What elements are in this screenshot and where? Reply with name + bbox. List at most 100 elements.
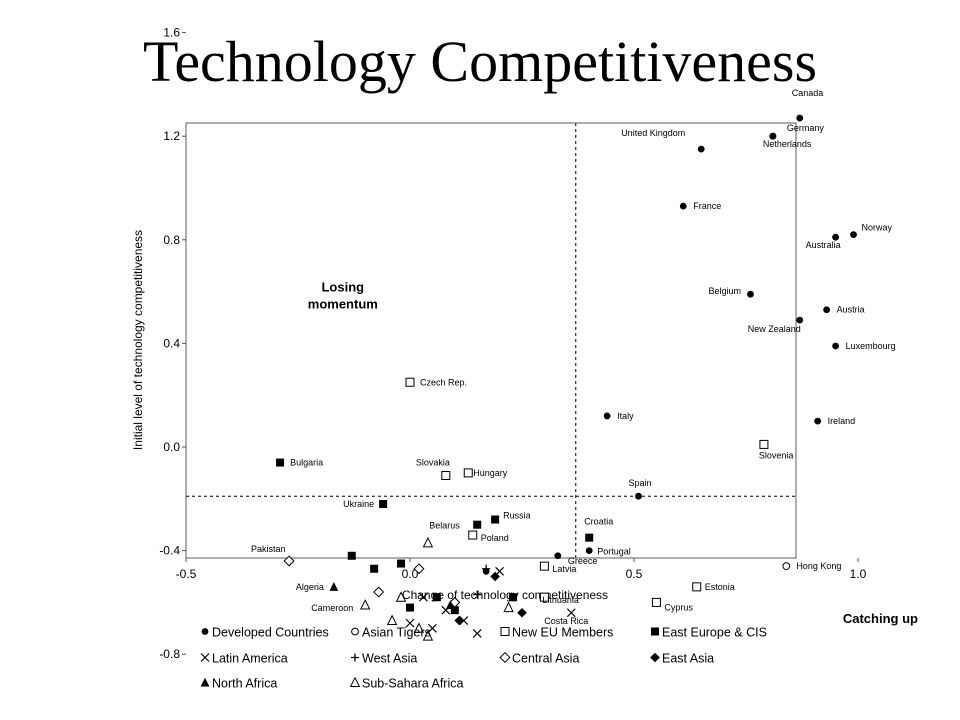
point-label: Estonia xyxy=(705,582,735,592)
data-point xyxy=(347,551,356,560)
legend-marker xyxy=(200,677,210,687)
point-label: Austria xyxy=(837,305,865,315)
data-point xyxy=(491,515,500,524)
point-label: Costa Rica xyxy=(544,616,588,626)
data-point xyxy=(850,231,857,239)
y-tick-label: -0.4 xyxy=(159,544,180,558)
data-point xyxy=(554,552,562,560)
data-point xyxy=(796,114,804,122)
y-tick-label: 0.8 xyxy=(163,233,180,247)
point-label: Italy xyxy=(617,411,634,421)
point-label: Russia xyxy=(503,511,531,521)
data-point xyxy=(413,622,425,633)
data-point xyxy=(539,592,549,602)
point-label: Netherlands xyxy=(763,139,812,149)
point-label: Poland xyxy=(481,533,509,543)
data-point xyxy=(379,499,388,508)
legend-marker xyxy=(201,628,209,635)
legend-label: New EU Members xyxy=(512,626,613,640)
y-tick-label: 0.4 xyxy=(163,336,180,350)
point-label: Australia xyxy=(806,240,841,250)
series-central-asia: Pakistan xyxy=(251,544,461,608)
data-point xyxy=(697,145,705,153)
data-point xyxy=(473,590,482,599)
legend-item: East Europe & CIS xyxy=(651,626,767,640)
data-point xyxy=(585,533,594,542)
plot-frame xyxy=(185,122,797,559)
legend-label: Sub-Sahara Africa xyxy=(362,677,463,691)
data-point xyxy=(422,536,434,548)
point-label: Luxembourg xyxy=(846,341,896,351)
y-tick-label: 0.0 xyxy=(163,440,180,454)
series-sub-sahara-africa: Cameroon xyxy=(311,536,514,641)
data-point xyxy=(405,377,415,387)
legend-item: New EU Members xyxy=(500,626,613,640)
data-point xyxy=(759,439,769,449)
point-label: Greece xyxy=(568,556,598,566)
legend-marker xyxy=(349,676,361,687)
legend-label: Latin America xyxy=(212,652,288,666)
data-point xyxy=(276,458,285,467)
point-label: Cyprus xyxy=(664,602,693,612)
data-point xyxy=(386,614,398,626)
legend-label: Central Asia xyxy=(512,652,579,666)
point-label: Slovakia xyxy=(416,457,450,467)
data-point xyxy=(832,342,839,350)
legend-item: West Asia xyxy=(351,652,417,666)
series-asian-tigers: TaiwanKoreaSingaporeHong Kong xyxy=(782,561,841,571)
point-label: Belarus xyxy=(429,521,460,531)
legend-label: Developed Countries xyxy=(212,626,329,640)
data-point xyxy=(454,615,465,626)
data-point xyxy=(370,564,379,573)
series-west-asia xyxy=(473,564,491,599)
data-point xyxy=(603,412,611,420)
point-label: Belgium xyxy=(708,286,741,296)
data-point xyxy=(566,608,576,618)
data-point xyxy=(373,586,385,598)
point-label: Germany xyxy=(787,123,825,133)
point-label: Lithuania xyxy=(542,595,579,605)
data-point xyxy=(450,606,459,615)
data-point xyxy=(413,563,425,575)
x-tick-label: 0.5 xyxy=(626,567,643,581)
data-point xyxy=(427,623,437,633)
series-east-europe-cis: Bulgaria Ukraine Russia Croatia Belarus xyxy=(276,458,613,615)
point-label: Pakistan xyxy=(251,544,286,554)
data-point xyxy=(406,603,414,612)
data-point xyxy=(422,630,434,641)
data-point xyxy=(769,132,777,140)
data-point xyxy=(359,599,371,610)
y-axis-label: Initial level of technology competitiven… xyxy=(131,230,145,450)
legend: Developed Countries Asian Tigers New EU Me… xyxy=(200,626,767,691)
data-point xyxy=(472,629,482,638)
data-point xyxy=(517,607,527,618)
point-label: Hungary xyxy=(473,468,508,478)
point-label: Ukraine xyxy=(343,499,374,509)
data-point xyxy=(635,492,642,500)
slide-title: Technology Competitiveness xyxy=(142,29,818,94)
legend-label: Asian Tigers xyxy=(362,626,431,640)
data-point xyxy=(782,562,791,571)
data-point xyxy=(329,582,339,591)
legend-item: East Asia xyxy=(650,652,714,666)
legend-item: Asian Tigers xyxy=(351,626,431,640)
data-point xyxy=(468,530,478,540)
data-point xyxy=(651,597,661,607)
quadrant-label: Losing momentum xyxy=(308,280,378,312)
data-point xyxy=(823,306,831,314)
legend-item: Sub-Sahara Africa xyxy=(349,676,463,691)
data-point xyxy=(397,559,406,568)
point-label: Bulgaria xyxy=(290,458,323,468)
series-east-asia xyxy=(454,571,527,626)
point-label: Algeria xyxy=(296,582,324,592)
legend-label: East Europe & CIS xyxy=(662,626,767,640)
data-point xyxy=(445,600,455,609)
legend-marker xyxy=(200,653,210,662)
legend-item: Central Asia xyxy=(499,652,579,666)
legend-marker xyxy=(351,627,359,636)
legend-item: North Africa xyxy=(200,677,277,691)
data-point xyxy=(473,520,482,529)
data-point xyxy=(283,555,295,567)
point-label: Cameroon xyxy=(311,603,353,613)
